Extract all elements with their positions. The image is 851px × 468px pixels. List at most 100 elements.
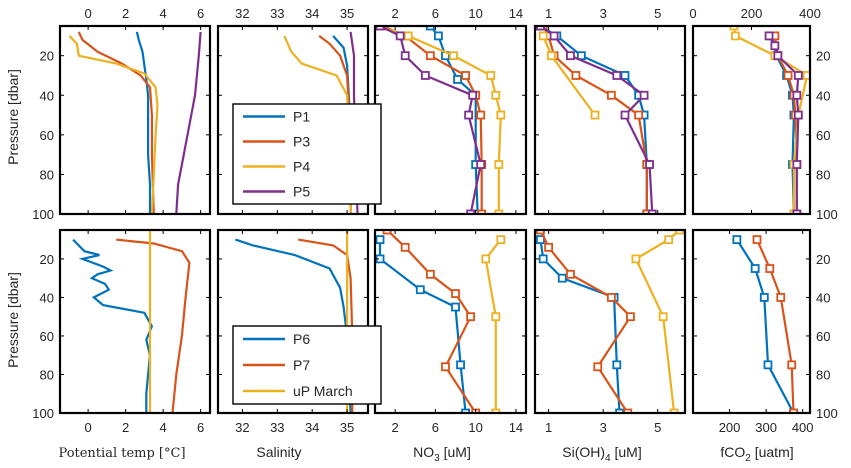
y-tick-label: 20 [816,252,830,267]
data-point-p6-no3-2 [415,285,425,295]
data-point-p7-si-1 [544,242,554,252]
y-tick-label: 20 [40,252,54,267]
x-tick-label-bottom: 200 [719,420,741,435]
series-line-p6-temp [72,238,154,413]
panel-frame [533,24,687,216]
data-point-p5-si-7 [647,209,657,214]
legend-label-p4: P4 [293,159,310,175]
y-axis-label-top: Pressure [dbar] [5,69,21,165]
x-tick-label-top: 3 [600,6,607,21]
data-point-p7-no3-5 [441,362,450,372]
y-tick-label: 40 [40,88,54,103]
y-tick-label: 40 [40,290,54,305]
data-point-p7-fco2-3 [787,360,797,370]
data-point-p5-fco2-0 [764,31,774,41]
x-tick-label-bottom: 14 [509,420,523,435]
y-tick-label: 100 [32,406,54,421]
data-point-up-march-no3-0 [496,235,506,245]
legend-row1: P1 P3 P4 P5 [232,103,382,205]
x-tick-label-top: 400 [799,6,821,21]
x-tick-label-bottom: 5 [654,420,661,435]
data-point-p7-si-5 [593,362,603,372]
x-axis-label-no3: NO3 [uM] [413,444,471,464]
data-point-p5-si-3 [612,71,622,80]
data-point-p5-no3-1 [395,31,405,41]
x-tick-label-bottom: 1 [545,420,552,435]
x-axis-label-fco2: fCO2 [uatm] [720,444,793,464]
x-tick-label-top: 4 [160,6,167,21]
data-point-p3-no3-5 [476,110,486,120]
data-point-p7-no3-4 [466,312,476,322]
x-tick-label-bottom: 32 [235,420,249,435]
y-tick-label: 80 [40,367,54,382]
data-point-p7-si-6 [623,408,633,413]
data-point-up-march-si-0 [675,230,684,235]
panel-temp-row2: 20 40 60 80 100 0 2 4 6 [32,228,212,435]
data-point-up-march-no3-3 [491,408,501,413]
data-point-up-march-no3-1 [481,254,491,264]
data-point-p5-fco2-6 [792,160,802,169]
data-point-p7-si-4 [626,312,635,322]
x-tick-label-top: 33 [270,6,284,21]
data-point-p5-fco2-3 [793,71,803,80]
data-point-p5-si-0 [536,26,545,31]
x-tick-label-bottom: 0 [85,420,92,435]
data-point-p6-si-4 [612,360,622,370]
data-point-p5-si-2 [566,51,575,61]
series-line-p7-temp [116,238,191,413]
data-point-p7-fco2-2 [776,293,786,302]
x-tick-label-top: 1 [545,6,552,21]
data-point-p7-no3-3 [451,289,460,298]
series-line-p6-si [539,239,621,413]
y-tick-label: 20 [40,49,54,64]
data-point-p7-si-0 [536,230,545,235]
data-point-p7-fco2-0 [752,235,762,245]
data-point-p6-no3-5 [461,408,471,413]
data-point-p5-fco2-7 [792,209,802,214]
data-point-p4-si-2 [590,110,600,120]
data-point-p1-no3-0 [425,26,435,31]
x-tick-label-bottom: 2 [122,420,129,435]
data-point-p6-si-1 [538,254,548,264]
data-point-up-march-si-4 [669,408,679,413]
legend-label-p7: P7 [293,357,310,373]
series-line-p7-fco2 [755,239,795,413]
data-point-p7-fco2-1 [765,264,775,273]
data-point-p5-no3-6 [476,160,486,169]
legends-group: P1 P3 P4 P5 P6 P7 uP March [232,103,382,405]
legend-box [232,103,382,205]
no3-subscript: 3 [434,453,440,464]
data-point-p4-no3-7 [494,209,504,214]
data-point-p5-si-4 [639,90,649,100]
data-point-p6-no3-4 [456,360,465,370]
x-tick-label-bottom: 6 [432,420,439,435]
x-tick-label-bottom: 300 [755,420,777,435]
panel-si-row1: 1 3 5 [533,6,687,216]
data-point-p6-si-5 [615,408,624,413]
y-tick-label: 80 [816,367,830,382]
data-point-p5-fco2-2 [773,51,783,61]
data-point-p4-no3-3 [486,71,496,80]
x-tick-label-top: 2 [122,6,129,21]
data-point-p6-fco2-2 [759,293,769,302]
legend-row2: P6 P7 uP March [232,325,382,405]
y-tick-label: 60 [816,329,830,344]
x-axis-label-si: Si(OH)4 [uM] [562,444,641,464]
data-point-p5-fco2-5 [793,110,803,120]
panel-frame [691,228,812,415]
y-tick-label: 100 [816,207,838,222]
data-point-p5-no3-5 [464,110,474,120]
y-axis-label-bottom: Pressure [dbar] [5,272,21,368]
data-point-p6-fco2-3 [763,360,773,370]
data-point-up-march-si-2 [631,254,641,264]
y-tick-label: 60 [40,128,54,143]
x-tick-label-top: 6 [432,6,439,21]
data-point-up-march-si-1 [664,235,674,245]
data-point-p4-no3-5 [496,110,506,120]
data-point-p5-no3-3 [420,71,430,80]
x-tick-label-top: 32 [235,6,249,21]
x-tick-label-bottom: 4 [160,420,167,435]
data-point-p3-si-4 [606,90,616,100]
data-point-p3-si-3 [571,71,581,80]
